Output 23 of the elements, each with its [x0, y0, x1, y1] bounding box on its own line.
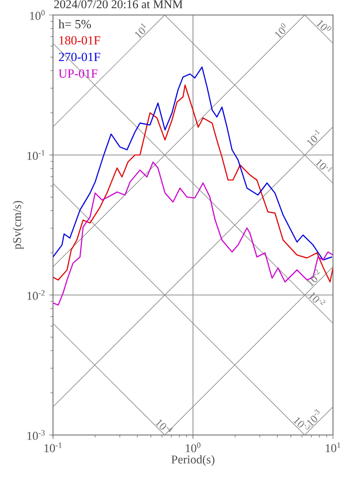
annotation: 10$^{-1}$ [315, 159, 332, 172]
x-axis-title: Period(s) [171, 455, 214, 466]
annotation: 10$^{0}$ [275, 23, 286, 39]
text: 270-01F [58, 52, 100, 62]
annotation: 10$^{-4}$ [155, 420, 173, 432]
annotation: 10$^{-2}$ [308, 292, 326, 306]
annotation: 10$^{0}$ [316, 20, 332, 31]
annotation: 10$^{-3}$ [307, 410, 320, 427]
y-tick-label: 10$^{-1}$ [27, 150, 45, 160]
text: UP-01F [58, 69, 98, 78]
annotation: 10$^{-2}$ [307, 270, 320, 287]
y-tick-label: 10$^{0}$ [30, 10, 45, 20]
annotation: h= 5% [58, 20, 91, 28]
x-tick-label: 10$^{1}$ [326, 442, 340, 452]
chart-title: 2024/07/20 20:16 at MNM [54, 0, 183, 8]
y-axis-title: pSv(cm/s) [12, 200, 24, 250]
x-tick-label: 10$^{-1}$ [44, 442, 62, 452]
y-tick-label: 10$^{-3}$ [27, 430, 45, 440]
annotation: 10$^{1}$ [135, 23, 146, 39]
annotation: 10$^{-1}$ [307, 130, 320, 147]
text: 180-01F [59, 36, 100, 45]
x-tick-label: 10$^{0}$ [186, 442, 200, 452]
y-tick-label: 10$^{-2}$ [27, 290, 45, 300]
